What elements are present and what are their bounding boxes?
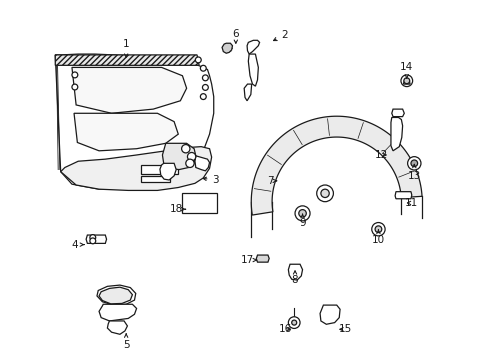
Circle shape bbox=[372, 222, 385, 236]
Text: 13: 13 bbox=[408, 165, 421, 181]
Circle shape bbox=[72, 72, 78, 78]
Polygon shape bbox=[163, 143, 196, 170]
Polygon shape bbox=[55, 55, 199, 65]
Text: 6: 6 bbox=[233, 29, 239, 43]
Polygon shape bbox=[182, 193, 217, 213]
Polygon shape bbox=[72, 67, 187, 113]
Text: 4: 4 bbox=[72, 240, 84, 249]
Polygon shape bbox=[248, 54, 258, 86]
Polygon shape bbox=[403, 81, 410, 84]
Circle shape bbox=[200, 65, 206, 71]
Polygon shape bbox=[55, 54, 214, 189]
Text: 3: 3 bbox=[203, 175, 219, 185]
Circle shape bbox=[202, 85, 208, 90]
Polygon shape bbox=[195, 156, 210, 171]
Polygon shape bbox=[244, 84, 252, 101]
Text: 11: 11 bbox=[405, 198, 418, 208]
Circle shape bbox=[72, 84, 78, 90]
Text: 12: 12 bbox=[374, 150, 388, 160]
Text: 1: 1 bbox=[123, 40, 129, 57]
Circle shape bbox=[404, 78, 410, 84]
Polygon shape bbox=[61, 147, 212, 190]
Text: 9: 9 bbox=[299, 214, 306, 228]
Text: 8: 8 bbox=[292, 271, 298, 285]
Polygon shape bbox=[160, 163, 176, 180]
Circle shape bbox=[408, 157, 421, 170]
Polygon shape bbox=[256, 255, 269, 262]
Polygon shape bbox=[141, 176, 170, 182]
Circle shape bbox=[196, 57, 201, 63]
Polygon shape bbox=[320, 305, 340, 324]
Polygon shape bbox=[251, 116, 422, 215]
Polygon shape bbox=[99, 304, 137, 321]
Circle shape bbox=[411, 160, 417, 167]
Text: 5: 5 bbox=[123, 334, 129, 350]
Circle shape bbox=[375, 226, 382, 233]
Circle shape bbox=[299, 210, 306, 217]
Polygon shape bbox=[74, 113, 178, 151]
Polygon shape bbox=[247, 40, 260, 54]
Text: 2: 2 bbox=[273, 30, 288, 41]
Polygon shape bbox=[289, 264, 302, 280]
Polygon shape bbox=[86, 235, 106, 243]
Circle shape bbox=[321, 189, 329, 198]
Text: 7: 7 bbox=[267, 176, 276, 186]
Text: 18: 18 bbox=[170, 204, 186, 214]
Polygon shape bbox=[391, 117, 403, 151]
Circle shape bbox=[295, 206, 310, 221]
Circle shape bbox=[200, 94, 206, 99]
Polygon shape bbox=[97, 285, 136, 305]
Circle shape bbox=[202, 75, 208, 81]
Polygon shape bbox=[395, 192, 412, 199]
Circle shape bbox=[317, 185, 333, 202]
Polygon shape bbox=[392, 109, 404, 117]
Circle shape bbox=[289, 317, 300, 328]
Circle shape bbox=[186, 159, 194, 167]
Polygon shape bbox=[222, 43, 232, 53]
Text: 10: 10 bbox=[372, 230, 385, 246]
Polygon shape bbox=[99, 287, 132, 304]
Text: 14: 14 bbox=[400, 62, 414, 78]
Circle shape bbox=[401, 75, 413, 87]
Circle shape bbox=[292, 320, 297, 325]
Polygon shape bbox=[107, 321, 127, 334]
Text: 16: 16 bbox=[278, 324, 292, 334]
Text: 15: 15 bbox=[339, 324, 352, 334]
Circle shape bbox=[90, 238, 96, 244]
Circle shape bbox=[90, 235, 96, 240]
Circle shape bbox=[182, 145, 190, 153]
Polygon shape bbox=[141, 165, 178, 174]
Text: 17: 17 bbox=[241, 255, 257, 265]
Circle shape bbox=[188, 153, 196, 161]
